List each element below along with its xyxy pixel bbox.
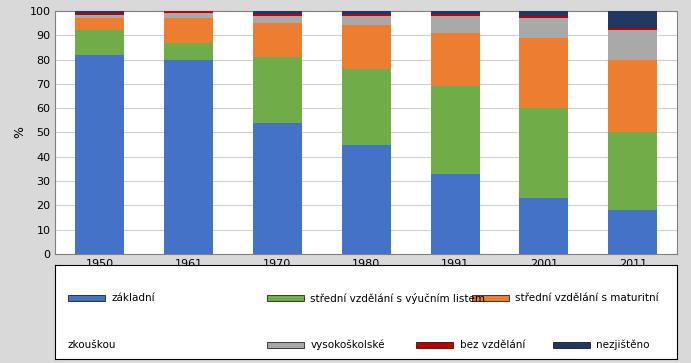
Bar — [520, 38, 568, 108]
Bar — [164, 18, 213, 42]
Bar — [608, 30, 657, 60]
Bar — [430, 33, 480, 86]
Bar — [164, 13, 213, 18]
Bar — [253, 123, 302, 254]
Bar — [342, 14, 390, 16]
Bar — [253, 57, 302, 123]
Y-axis label: %: % — [14, 126, 27, 139]
Bar — [430, 11, 480, 14]
Bar — [75, 30, 124, 55]
Bar — [253, 11, 302, 14]
Bar — [342, 16, 390, 25]
Bar — [608, 210, 657, 254]
Text: bez vzdělání: bez vzdělání — [460, 340, 525, 350]
FancyBboxPatch shape — [416, 342, 453, 348]
Bar — [430, 16, 480, 33]
Bar — [430, 86, 480, 174]
Bar — [520, 108, 568, 198]
FancyBboxPatch shape — [553, 342, 590, 348]
Text: střední vzdělání s maturitní: střední vzdělání s maturitní — [515, 293, 659, 303]
Bar — [342, 144, 390, 254]
Bar — [75, 15, 124, 18]
Bar — [520, 18, 568, 38]
FancyBboxPatch shape — [267, 295, 304, 301]
Bar — [342, 25, 390, 69]
Bar — [253, 14, 302, 16]
FancyBboxPatch shape — [267, 342, 304, 348]
Text: zkouškou: zkouškou — [68, 340, 116, 350]
Bar — [164, 42, 213, 60]
Bar — [75, 55, 124, 254]
Text: střední vzdělání s výučním listem: střední vzdělání s výučním listem — [310, 293, 485, 303]
Bar — [75, 13, 124, 15]
Bar — [520, 198, 568, 254]
Bar — [75, 18, 124, 30]
Bar — [608, 60, 657, 132]
Bar — [253, 23, 302, 57]
Bar — [342, 69, 390, 144]
Bar — [520, 11, 568, 16]
FancyBboxPatch shape — [472, 295, 509, 301]
Bar — [164, 11, 213, 13]
Text: nezjištěno: nezjištěno — [596, 340, 650, 350]
Bar — [75, 11, 124, 13]
Bar — [430, 14, 480, 16]
Bar — [164, 60, 213, 254]
Bar — [430, 174, 480, 254]
Bar — [608, 11, 657, 28]
Bar — [342, 11, 390, 14]
Bar — [608, 132, 657, 210]
Text: základní: základní — [111, 293, 155, 303]
Bar — [520, 16, 568, 18]
Text: vysokoškolské: vysokoškolské — [310, 340, 385, 350]
Bar — [608, 28, 657, 30]
FancyBboxPatch shape — [68, 295, 105, 301]
Bar — [253, 16, 302, 23]
